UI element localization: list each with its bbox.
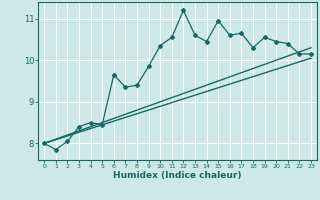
X-axis label: Humidex (Indice chaleur): Humidex (Indice chaleur) bbox=[113, 171, 242, 180]
